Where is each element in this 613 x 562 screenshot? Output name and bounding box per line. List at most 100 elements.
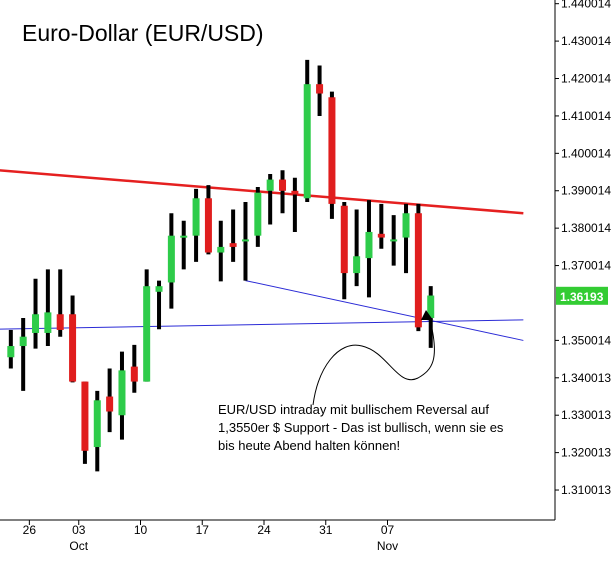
y-tick-label: 1.350014 <box>561 333 611 347</box>
annotation-text: EUR/USD intraday mit bullischem Reversal… <box>218 402 507 453</box>
candle-body <box>81 381 89 451</box>
candle <box>402 203 410 274</box>
annotation-line-1: EUR/USD intraday mit bullischem Reversal… <box>218 402 489 417</box>
candle-body <box>143 286 151 382</box>
candle-body <box>106 396 114 412</box>
y-tick-label: 1.330013 <box>561 408 611 422</box>
annotation-line-2: 1,3550er $ Support - Das ist bullisch, w… <box>218 420 504 435</box>
candle <box>291 177 299 232</box>
candle <box>241 202 249 281</box>
candle-body <box>32 314 40 333</box>
candle <box>32 278 40 349</box>
y-tick-label: 1.340013 <box>561 371 611 385</box>
candle <box>266 173 274 225</box>
candle-body <box>340 205 348 274</box>
candle <box>328 91 336 219</box>
candle <box>130 344 138 393</box>
y-tick-label: 1.440014 <box>561 0 611 11</box>
x-tick-label: 03 <box>72 523 86 537</box>
candle <box>303 59 311 203</box>
candle-body <box>241 239 249 242</box>
candle-body <box>414 213 422 328</box>
candle <box>279 170 287 214</box>
candle <box>365 200 373 298</box>
candle <box>167 213 175 309</box>
last-price-label: 1.36193 <box>560 290 604 304</box>
candle-body <box>291 190 299 195</box>
x-month-label: Nov <box>377 539 398 553</box>
candle <box>44 269 52 347</box>
candle-body <box>155 286 163 292</box>
candle <box>229 209 237 262</box>
annotation-arrow <box>312 319 435 406</box>
candle <box>69 295 77 383</box>
y-tick-label: 1.390014 <box>561 184 611 198</box>
candle-body <box>427 295 435 318</box>
x-tick-label: 24 <box>257 523 271 537</box>
candle <box>56 269 64 337</box>
candle <box>217 220 225 282</box>
candle-body <box>353 256 361 274</box>
candle-body <box>167 235 175 283</box>
y-tick-label: 1.380014 <box>561 221 611 235</box>
candle <box>81 381 89 464</box>
candle-body <box>377 233 385 238</box>
x-tick-label: 07 <box>381 523 395 537</box>
y-tick-label: 1.430014 <box>561 34 611 48</box>
candle <box>340 202 348 300</box>
trendline-lower-channel <box>245 280 524 341</box>
candle-body <box>266 179 274 191</box>
candle <box>7 329 15 369</box>
candle <box>414 203 422 332</box>
candle <box>192 188 200 262</box>
y-tick-label: 1.400014 <box>561 146 611 160</box>
y-tick-label: 1.420014 <box>561 72 611 86</box>
candle-body <box>217 246 225 253</box>
candle <box>118 351 126 440</box>
candle-body <box>192 198 200 236</box>
candle-body <box>303 84 311 199</box>
trendline-downtrend <box>0 169 524 215</box>
candle <box>204 185 212 255</box>
candle-body <box>328 97 336 204</box>
candle <box>155 280 163 330</box>
candle-body <box>56 314 64 330</box>
y-tick-label: 1.370014 <box>561 259 611 273</box>
candle-body <box>7 346 15 358</box>
candle-body <box>390 239 398 242</box>
candle-body <box>69 314 77 382</box>
candle <box>19 317 27 391</box>
candle <box>353 209 361 287</box>
candle <box>316 65 324 116</box>
candle-body <box>365 231 373 259</box>
candle-body <box>19 336 27 347</box>
candle-body <box>279 179 287 191</box>
y-tick-label: 1.310013 <box>561 483 611 497</box>
candle <box>254 187 262 247</box>
candle-body <box>44 312 52 333</box>
candle <box>390 215 398 266</box>
candle-body <box>204 198 212 253</box>
y-tick-label: 1.320013 <box>561 446 611 460</box>
candle-body <box>316 84 324 94</box>
candle-body <box>254 192 262 236</box>
candle-body <box>118 370 126 416</box>
arrow-head-icon <box>421 310 433 320</box>
candle-body <box>130 366 138 382</box>
candle-body <box>93 400 101 448</box>
candle-body <box>180 235 188 238</box>
candle <box>106 368 114 433</box>
x-tick-label: 17 <box>196 523 210 537</box>
candle-body <box>229 243 237 247</box>
candle <box>143 269 151 382</box>
candle <box>93 390 101 472</box>
candle-body <box>402 213 410 238</box>
x-tick-label: 10 <box>134 523 148 537</box>
candle <box>180 220 188 270</box>
y-tick-label: 1.410014 <box>561 109 611 123</box>
last-price-tag: 1.36193 <box>556 286 608 305</box>
annotation-line-3: bis heute Abend halten können! <box>218 438 400 453</box>
x-month-label: Oct <box>69 539 88 553</box>
